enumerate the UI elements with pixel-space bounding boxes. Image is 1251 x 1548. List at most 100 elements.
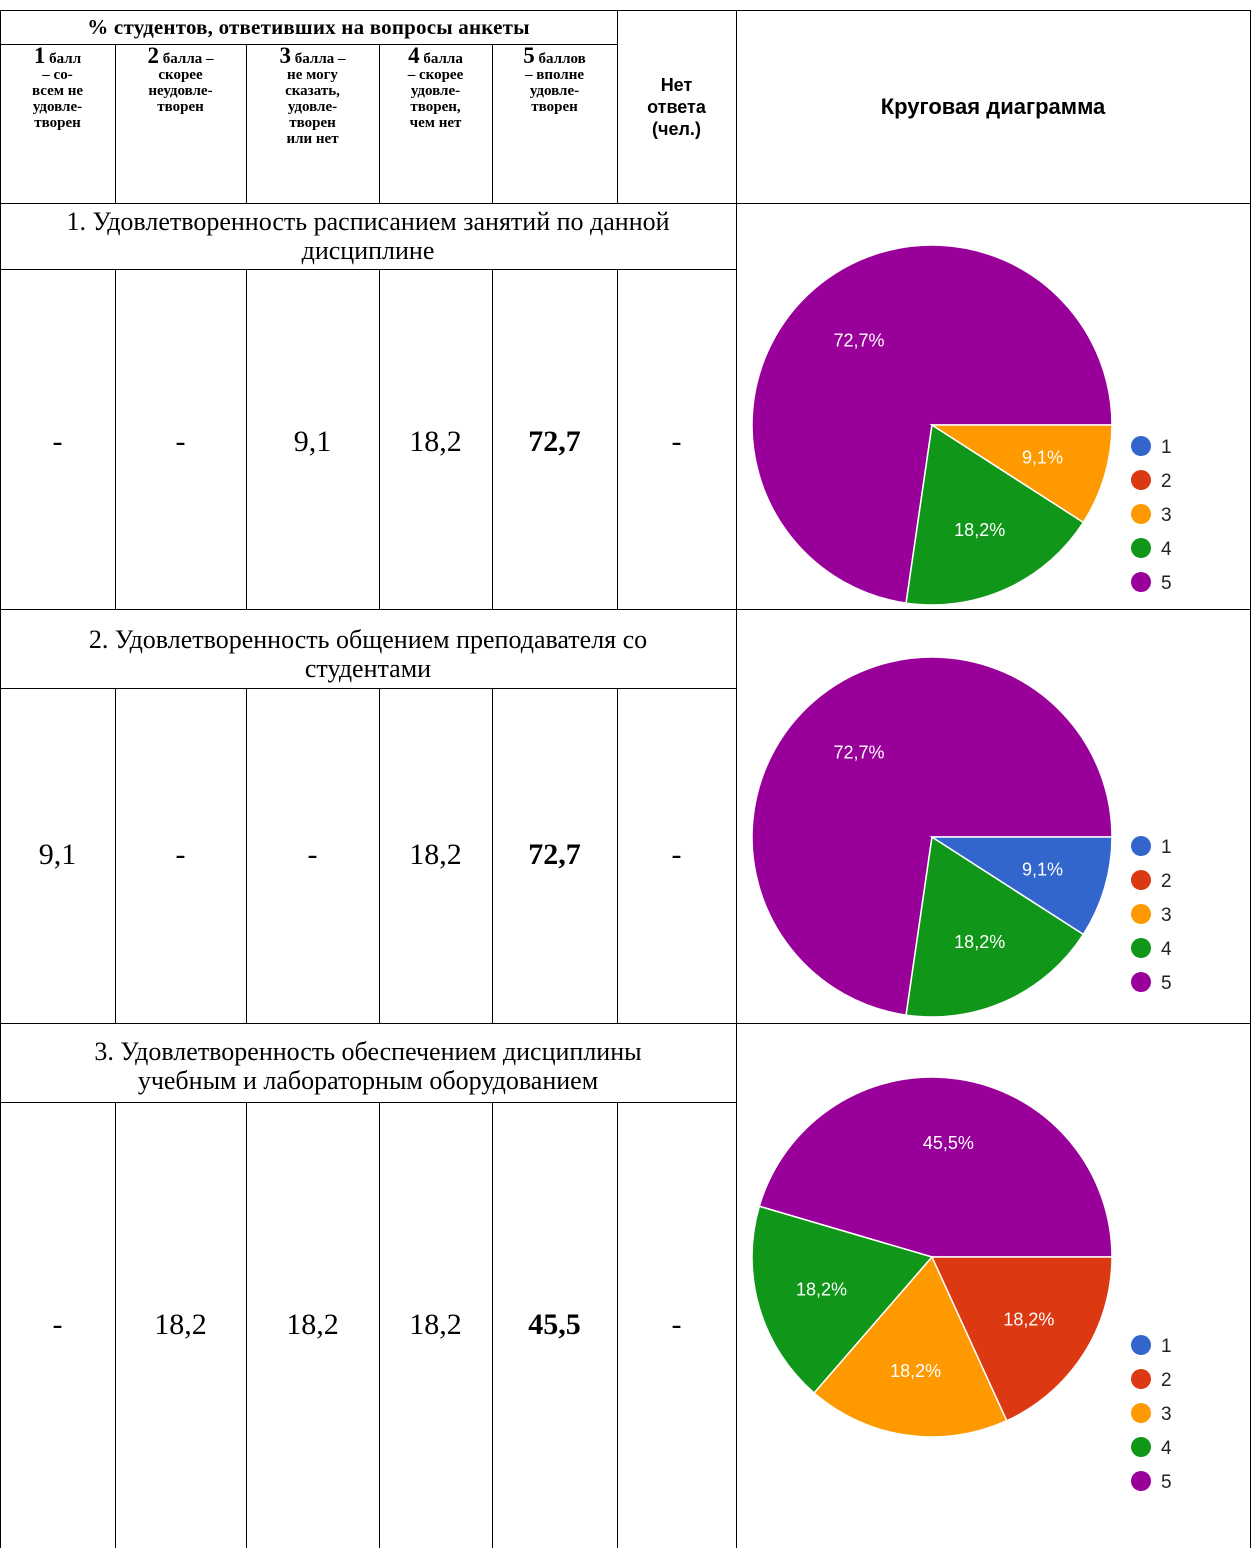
legend-label: 4	[1161, 939, 1172, 960]
pie-slice-1	[929, 836, 1113, 936]
no-answer-divider	[617, 10, 618, 203]
legend-marker-5	[1131, 1471, 1151, 1491]
col-divider	[492, 688, 493, 1023]
legend-marker-2	[1131, 870, 1151, 890]
table-caption-text: % студентов, ответивших на вопросы анкет…	[87, 14, 530, 39]
column-header-3: 3 балла – не могу сказать, удовле- творе…	[246, 44, 379, 203]
legend-marker-1	[1131, 436, 1151, 456]
pie-slice-label: 45,5%	[923, 1133, 974, 1153]
q2-bottom-border	[0, 1023, 1251, 1024]
col-divider	[246, 269, 247, 609]
col-divider	[115, 269, 116, 609]
column-header-5: 5 баллов – вполне удовле- творен	[492, 44, 617, 203]
legend-label: 3	[1161, 1404, 1172, 1425]
pie-slice-3	[929, 424, 1113, 524]
column-header-number: 2	[147, 43, 160, 68]
pie-slice-label: 9,1%	[1022, 448, 1063, 468]
question-title-text: 2. Удовлетворенность общением преподават…	[88, 625, 648, 683]
value-cell-highlight: 72,7	[528, 425, 581, 458]
legend-label: 4	[1161, 1438, 1172, 1459]
value-cell: 18,2	[409, 838, 462, 871]
question-title-text: 1. Удовлетворенность расписанием занятий…	[66, 207, 670, 265]
pie-slice-label: 18,2%	[1003, 1309, 1054, 1329]
q1-title-divider	[0, 269, 736, 270]
legend-marker-2	[1131, 470, 1151, 490]
pie-slice-3	[813, 1255, 1008, 1438]
legend-label: 5	[1161, 1472, 1172, 1493]
legend-label: 2	[1161, 471, 1172, 492]
legend-marker-4	[1131, 1437, 1151, 1457]
legend-label: 1	[1161, 1336, 1172, 1357]
q3-title-divider	[0, 1102, 736, 1103]
caption-divider	[0, 44, 617, 45]
column-header-4: 4 балла – скорее удовле- творен, чем нет	[379, 44, 492, 203]
legend-marker-5	[1131, 972, 1151, 992]
legend-marker-3	[1131, 904, 1151, 924]
column-header-number: 3	[279, 43, 292, 68]
value-cell-no-answer: -	[671, 838, 682, 871]
legend-marker-2	[1131, 1369, 1151, 1389]
pie-chart-3: 45,5% 18,2% 18,2% 18,2% 1 2 3 4 5	[751, 1076, 1172, 1493]
pie-slice-label: 18,2%	[890, 1361, 941, 1381]
col-divider	[492, 269, 493, 609]
legend-label: 1	[1161, 437, 1172, 458]
value-cell: 18,2	[286, 1308, 339, 1341]
question-title: 1. Удовлетворенность расписанием занятий…	[0, 203, 736, 269]
column-header-number: 4	[408, 43, 420, 68]
column-header-text: баллов – вполне удовле- творен	[524, 51, 586, 115]
legend-label: 3	[1161, 505, 1172, 526]
value-cell-highlight: 45,5	[528, 1308, 581, 1341]
question-title: 2. Удовлетворенность общением преподават…	[0, 620, 736, 688]
no-answer-text: Нет ответа (чел.)	[647, 74, 706, 139]
col-divider	[115, 1102, 116, 1548]
col-divider	[617, 1102, 618, 1548]
col-divider	[379, 269, 380, 609]
pie-slice-label: 18,2%	[796, 1280, 847, 1300]
col-divider	[115, 44, 116, 203]
pie-slice-4	[905, 423, 1085, 606]
legend-label: 2	[1161, 1370, 1172, 1391]
pie-slice-label: 9,1%	[1022, 860, 1063, 880]
pie-slice-label: 18,2%	[954, 520, 1005, 540]
col-divider	[246, 688, 247, 1023]
legend-marker-1	[1131, 1335, 1151, 1355]
value-cell: -	[307, 838, 318, 871]
pie-chart-1: 72,7% 18,2% 9,1% 1 2 3 4 5	[751, 244, 1172, 606]
column-header-2: 2 балла – скорее неудовле- творен	[115, 44, 246, 203]
pie-slice-5	[751, 656, 1113, 1016]
table-border-mid	[736, 10, 737, 1548]
pie-slice-2	[930, 1256, 1113, 1422]
q2-title-divider	[0, 688, 736, 689]
col-divider	[617, 688, 618, 1023]
table-border-left	[0, 10, 1, 1548]
pie-slice-label: 18,2%	[954, 932, 1005, 952]
legend-label: 5	[1161, 573, 1172, 594]
legend-marker-3	[1131, 504, 1151, 524]
column-header-text: балла – скорее удовле- творен, чем нет	[407, 51, 464, 131]
column-header-1: 1 балл – со- всем не удовле- творен	[0, 44, 115, 203]
pie-chart-column-header: Круговая диаграмма	[736, 10, 1250, 203]
question-title: 3. Удовлетворенность обеспечением дисцип…	[0, 1030, 736, 1102]
value-cell-no-answer: -	[671, 1308, 682, 1341]
col-divider	[617, 269, 618, 609]
col-divider	[115, 688, 116, 1023]
table-border-top	[0, 10, 1251, 11]
value-cell: 18,2	[154, 1308, 207, 1341]
col-divider	[379, 44, 380, 203]
col-divider	[246, 44, 247, 203]
table-caption: % студентов, ответивших на вопросы анкет…	[0, 10, 617, 44]
value-cell: -	[52, 425, 63, 458]
pie-slice-4	[751, 1205, 934, 1395]
value-cell: -	[175, 425, 186, 458]
value-cell: -	[52, 1308, 63, 1341]
value-cell: 18,2	[409, 425, 462, 458]
col-divider	[492, 1102, 493, 1548]
col-divider	[379, 688, 380, 1023]
legend-marker-4	[1131, 938, 1151, 958]
col-divider	[246, 1102, 247, 1548]
legend-label: 2	[1161, 871, 1172, 892]
legend-label: 3	[1161, 905, 1172, 926]
column-header-no-answer: Нет ответа (чел.)	[617, 10, 736, 203]
column-header-text: балла – не могу сказать, удовле- творен …	[285, 51, 346, 147]
pie-slice-label: 72,7%	[833, 331, 884, 351]
